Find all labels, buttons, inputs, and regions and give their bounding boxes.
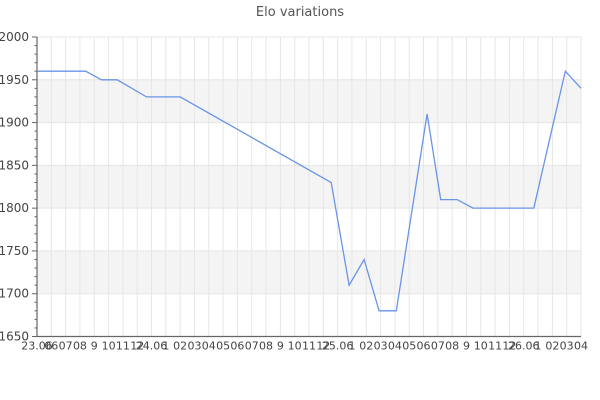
chart-title: Elo variations: [255, 5, 345, 20]
y-tick-label: 1800: [0, 201, 29, 215]
x-tick-label: 12: [316, 340, 330, 353]
x-tick-label: 08: [259, 340, 273, 353]
x-tick-label: 07: [245, 340, 259, 353]
y-tick-label: 2000: [0, 30, 29, 44]
x-tick-label: 11: [302, 340, 316, 353]
x-tick-label: 26.06: [508, 340, 540, 353]
x-tick-label: 10: [288, 340, 302, 353]
x-tick-label: 1: [348, 340, 355, 353]
x-tick-label: 24.06: [136, 340, 168, 353]
x-tick-label: 04: [388, 340, 402, 353]
x-tick-label: 1: [162, 340, 169, 353]
x-tick-label: 9: [277, 340, 284, 353]
x-tick-label: 25.06: [322, 340, 354, 353]
x-tick-label: 07: [431, 340, 445, 353]
elo-line-series: [37, 69, 582, 312]
x-tick-label: 05: [216, 340, 230, 353]
x-tick-label: 07: [59, 340, 73, 353]
x-tick-label: 12: [502, 340, 516, 353]
x-tick-label: 10: [474, 340, 488, 353]
x-tick-label: 03: [374, 340, 388, 353]
y-tick-label: 1750: [0, 244, 29, 258]
x-tick-label: 06: [230, 340, 244, 353]
x-tick-label: 04: [202, 340, 216, 353]
x-tick-label: 03: [560, 340, 574, 353]
x-tick-label: 9: [463, 340, 470, 353]
x-tick-label: 04: [574, 340, 588, 353]
x-tick-label: 02: [173, 340, 187, 353]
y-tick-label: 1650: [0, 330, 29, 344]
x-tick-label: 23.06: [21, 340, 53, 353]
x-tick-label: 11: [116, 340, 130, 353]
y-tick-label: 1850: [0, 158, 29, 172]
x-tick-label: 9: [91, 340, 98, 353]
x-tick-label: 1: [535, 340, 542, 353]
x-tick-label: 11: [488, 340, 502, 353]
x-tick-label: 05: [402, 340, 416, 353]
x-tick-label: 08: [73, 340, 87, 353]
y-tick-label: 1900: [0, 116, 29, 130]
x-tick-label: 02: [359, 340, 373, 353]
x-tick-label: 10: [102, 340, 116, 353]
y-tick-label: 1700: [0, 287, 29, 301]
x-tick-label: 08: [445, 340, 459, 353]
y-tick-label: 1950: [0, 73, 29, 87]
x-tick-label: 12: [130, 340, 144, 353]
x-tick-label: 02: [545, 340, 559, 353]
x-tick-label: 03: [187, 340, 201, 353]
x-tick-label: 06: [44, 340, 58, 353]
x-tick-label: 06: [417, 340, 431, 353]
